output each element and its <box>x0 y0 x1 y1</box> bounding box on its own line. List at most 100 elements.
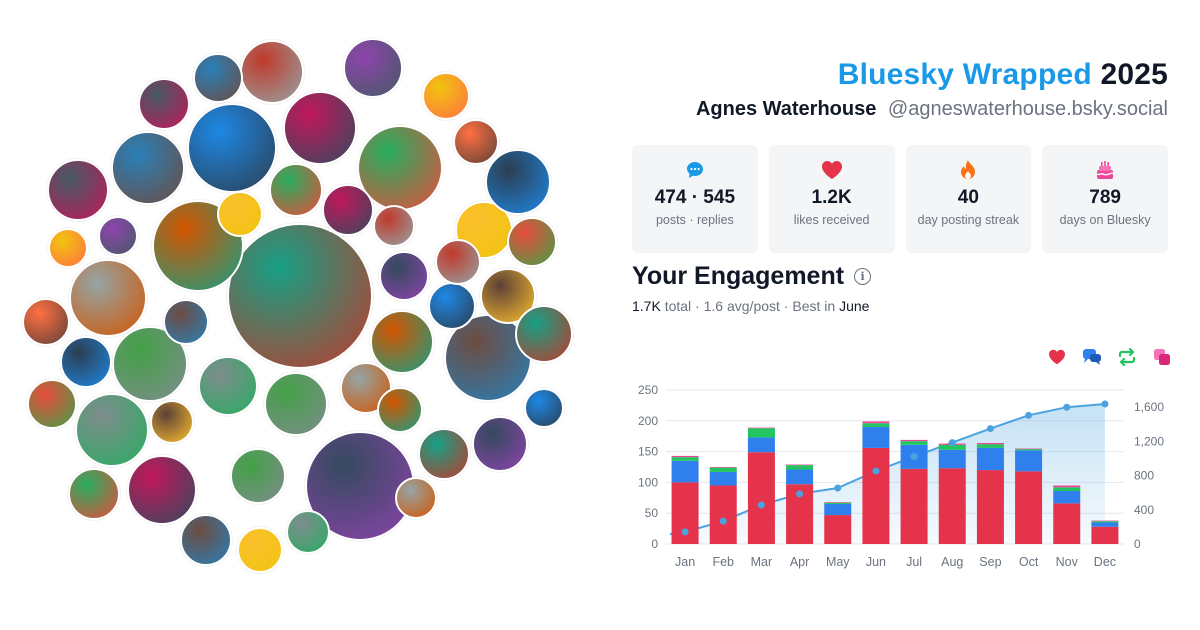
avatar[interactable] <box>373 205 415 247</box>
flame-icon <box>906 159 1032 181</box>
stat-value: 40 <box>957 187 979 208</box>
cumulative-point <box>834 484 842 492</box>
brand-title: Bluesky Wrapped <box>837 58 1092 91</box>
avatar[interactable] <box>227 223 373 369</box>
avatar[interactable] <box>150 400 194 444</box>
stat-card-days: 789 days on Bluesky <box>1042 145 1168 253</box>
x-tick-label: Jan <box>675 555 695 569</box>
bar-likes <box>1091 526 1119 544</box>
avatar[interactable] <box>343 38 403 98</box>
cumulative-point <box>986 425 994 433</box>
y2-tick-label: 400 <box>1134 503 1154 517</box>
avatar[interactable] <box>98 216 138 256</box>
avatar[interactable] <box>507 217 557 267</box>
bar-replies <box>747 437 775 453</box>
avatar[interactable] <box>357 125 443 211</box>
avatar[interactable] <box>435 239 481 285</box>
bar-reposts <box>747 428 775 438</box>
x-tick-label: Jun <box>866 555 886 569</box>
avatar[interactable] <box>395 477 437 519</box>
avatar[interactable] <box>422 72 470 120</box>
avatar[interactable] <box>198 356 258 416</box>
info-icon[interactable]: i <box>854 268 872 285</box>
avatar[interactable] <box>283 91 357 165</box>
x-tick-label: Nov <box>1056 555 1079 569</box>
page-title: Bluesky Wrapped 2025 <box>696 56 1168 94</box>
bar-likes <box>976 470 1004 544</box>
quote-icon[interactable] <box>1152 347 1172 367</box>
avatar[interactable] <box>22 298 70 346</box>
bar-replies <box>824 503 852 516</box>
heart-icon <box>769 159 895 181</box>
bar-replies <box>786 469 814 485</box>
y2-tick-label: 800 <box>1134 469 1154 483</box>
avatar[interactable] <box>240 40 304 104</box>
bar-likes <box>862 447 890 544</box>
total-value: 1.7K <box>632 298 661 314</box>
speech-bubble-icon <box>632 159 758 181</box>
bar-reposts <box>976 444 1004 448</box>
avatar[interactable] <box>264 372 328 436</box>
heart-icon[interactable] <box>1047 347 1067 367</box>
avatar[interactable] <box>230 448 286 504</box>
bar-likes <box>1053 503 1081 544</box>
avatar[interactable] <box>69 259 147 337</box>
user-handle: @agneswaterhouse.bsky.social <box>887 98 1168 120</box>
bar-replies <box>1015 450 1043 472</box>
avatar[interactable] <box>68 468 120 520</box>
avatar[interactable] <box>370 310 434 374</box>
avatar[interactable] <box>180 514 232 566</box>
avatar[interactable] <box>453 119 499 165</box>
avatar[interactable] <box>418 428 470 480</box>
y-tick-label: 200 <box>638 414 658 428</box>
cumulative-point <box>1025 411 1033 419</box>
avatar[interactable] <box>111 131 185 205</box>
stat-label: likes received <box>793 213 870 227</box>
avatar[interactable] <box>377 387 423 433</box>
avatar[interactable] <box>187 103 277 193</box>
bar-reposts <box>938 444 966 450</box>
bar-reposts <box>671 457 699 461</box>
avatar[interactable] <box>217 191 263 237</box>
y2-tick-label: 0 <box>1134 537 1141 551</box>
avatar[interactable] <box>322 184 374 236</box>
cake-icon <box>1042 159 1168 181</box>
cumulative-point <box>1063 403 1071 411</box>
repost-icon[interactable] <box>1117 347 1137 367</box>
reply-icon[interactable] <box>1082 347 1102 367</box>
avatar[interactable] <box>269 163 323 217</box>
cumulative-point <box>719 517 727 525</box>
stat-card-streak: 40 day posting streak <box>905 145 1032 253</box>
avatar[interactable] <box>472 416 528 472</box>
avatar[interactable] <box>60 336 112 388</box>
avatar[interactable] <box>485 149 551 215</box>
avatar[interactable] <box>237 527 283 573</box>
best-label: Best in <box>792 298 836 314</box>
stat-label: posts · replies <box>655 213 734 227</box>
bar-reposts <box>709 467 737 472</box>
bar-reposts <box>1091 521 1119 523</box>
avatar[interactable] <box>524 388 564 428</box>
bar-likes <box>824 515 852 544</box>
year-label: 2025 <box>1100 58 1168 91</box>
avatar[interactable] <box>163 299 209 345</box>
bar-replies <box>709 471 737 486</box>
avatar[interactable] <box>515 305 573 363</box>
avatar[interactable] <box>138 78 190 130</box>
avatar[interactable] <box>379 251 429 301</box>
cumulative-point <box>872 467 880 475</box>
avatar[interactable] <box>193 53 243 103</box>
avatar[interactable] <box>47 159 109 221</box>
bar-quotes <box>824 502 852 503</box>
avatar[interactable] <box>27 379 77 429</box>
avatar[interactable] <box>48 228 88 268</box>
bar-replies <box>938 449 966 469</box>
avatar[interactable] <box>428 282 476 330</box>
x-tick-label: Oct <box>1019 555 1039 569</box>
x-tick-label: Feb <box>712 555 734 569</box>
user-line: Agnes Waterhouse @agneswaterhouse.bsky.s… <box>696 96 1168 122</box>
avatar[interactable] <box>127 455 197 525</box>
bar-quotes <box>786 464 814 466</box>
avatar[interactable] <box>286 510 330 554</box>
avatar[interactable] <box>75 393 149 467</box>
